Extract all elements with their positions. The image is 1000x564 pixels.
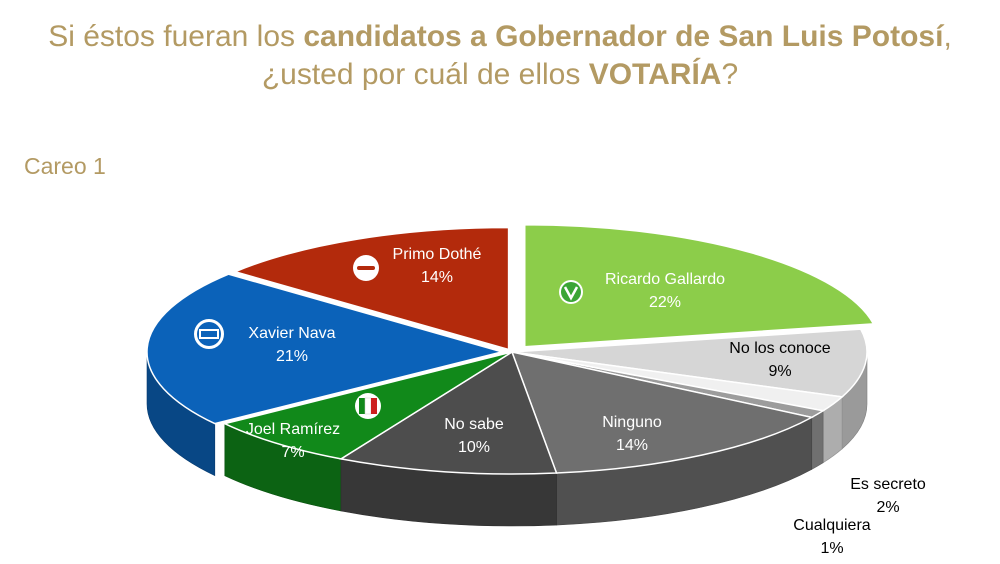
slice-value-label: 21% xyxy=(276,348,308,365)
pie-slice-ricardo-gallardo xyxy=(523,223,875,348)
pie-slice-xavier-nava xyxy=(146,273,505,425)
slice-label: Primo Dothé xyxy=(393,246,482,263)
slice-label: Cualquiera xyxy=(793,517,870,534)
pie-slice-no-los-conoce xyxy=(511,328,868,398)
pie-slice-no-sabe xyxy=(338,350,558,475)
slice-value-label: 7% xyxy=(281,444,304,461)
slice-value-label: 10% xyxy=(458,439,490,456)
slice-label: Xavier Nava xyxy=(248,325,335,342)
slice-label: Ninguno xyxy=(602,414,662,431)
pie-slice-primo-doth- xyxy=(232,226,510,351)
pie-slice-ninguno xyxy=(510,350,814,474)
slice-label: Es secreto xyxy=(850,476,926,493)
slice-label: No sabe xyxy=(444,416,504,433)
pri-logo-icon xyxy=(355,393,381,419)
slice-value-label: 22% xyxy=(649,294,681,311)
title-line-2: ¿usted por cuál de ellos VOTARÍA? xyxy=(261,58,739,91)
slice-value-label: 14% xyxy=(421,269,453,286)
pvem-logo-icon xyxy=(559,280,583,304)
title-line-1: Si éstos fueran los candidatos a Goberna… xyxy=(48,20,952,53)
pie-tops xyxy=(146,223,875,475)
slice-value-label: 2% xyxy=(876,499,899,516)
morena-logo-icon xyxy=(353,255,379,281)
slice-value-label: 14% xyxy=(616,437,648,454)
slice-label: No los conoce xyxy=(729,340,830,357)
slice-label: Ricardo Gallardo xyxy=(605,271,725,288)
slice-value-label: 1% xyxy=(820,540,843,557)
slice-label: Joel Ramírez xyxy=(246,421,340,438)
slice-value-label: 9% xyxy=(768,363,791,380)
pie-labels: Ricardo Gallardo 22% No los conoce 9% Es sec… xyxy=(192,246,926,557)
chart-title: Si éstos fueran los candidatos a Goberna… xyxy=(0,18,1000,94)
pie-side-cualquiera xyxy=(811,410,824,470)
pan-logo-icon xyxy=(192,317,226,351)
chart-subtitle: Careo 1 xyxy=(24,153,106,179)
